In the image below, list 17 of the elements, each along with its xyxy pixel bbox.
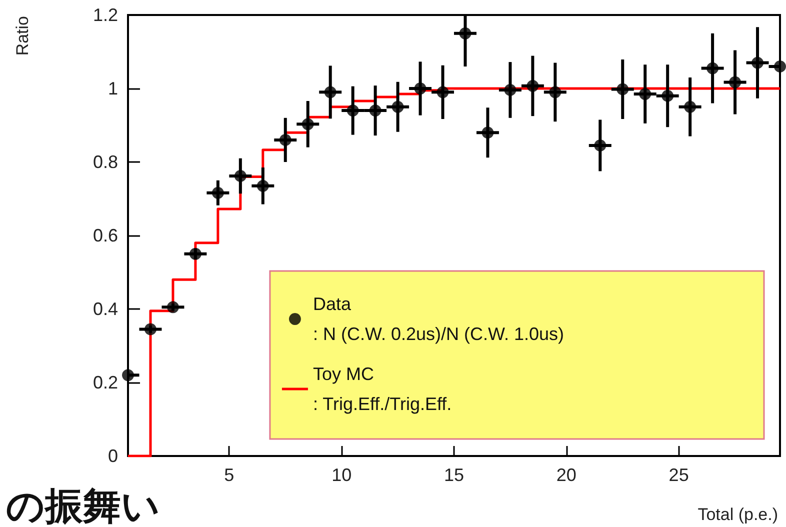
x-tick-label: 10: [332, 465, 352, 485]
x-tick-label: 20: [556, 465, 576, 485]
y-tick-label: 1: [108, 78, 118, 98]
text: の振舞い: [6, 484, 160, 527]
x-axis-title: Total (p.e.): [698, 505, 778, 524]
legend-label: Data : N (C.W. 0.2us)/N (C.W. 1.0us): [312, 294, 564, 344]
y-tick-label: 0.6: [92, 226, 118, 246]
y-tick-label: 0.2: [92, 372, 118, 392]
x-tick-label: 15: [444, 465, 464, 485]
y-tick-label: 0.4: [92, 299, 118, 319]
y-tick-label: 1.2: [92, 5, 118, 25]
y-tick-label: 0.8: [92, 152, 118, 172]
x-tick-label: 25: [668, 465, 689, 485]
y-tick-label: 0: [108, 446, 118, 466]
y-axis-title: Ratio: [13, 16, 32, 56]
x-tick-label: 5: [224, 465, 234, 485]
legend-label: Toy MC : Trig.Eff./Trig.Eff.: [312, 364, 452, 414]
